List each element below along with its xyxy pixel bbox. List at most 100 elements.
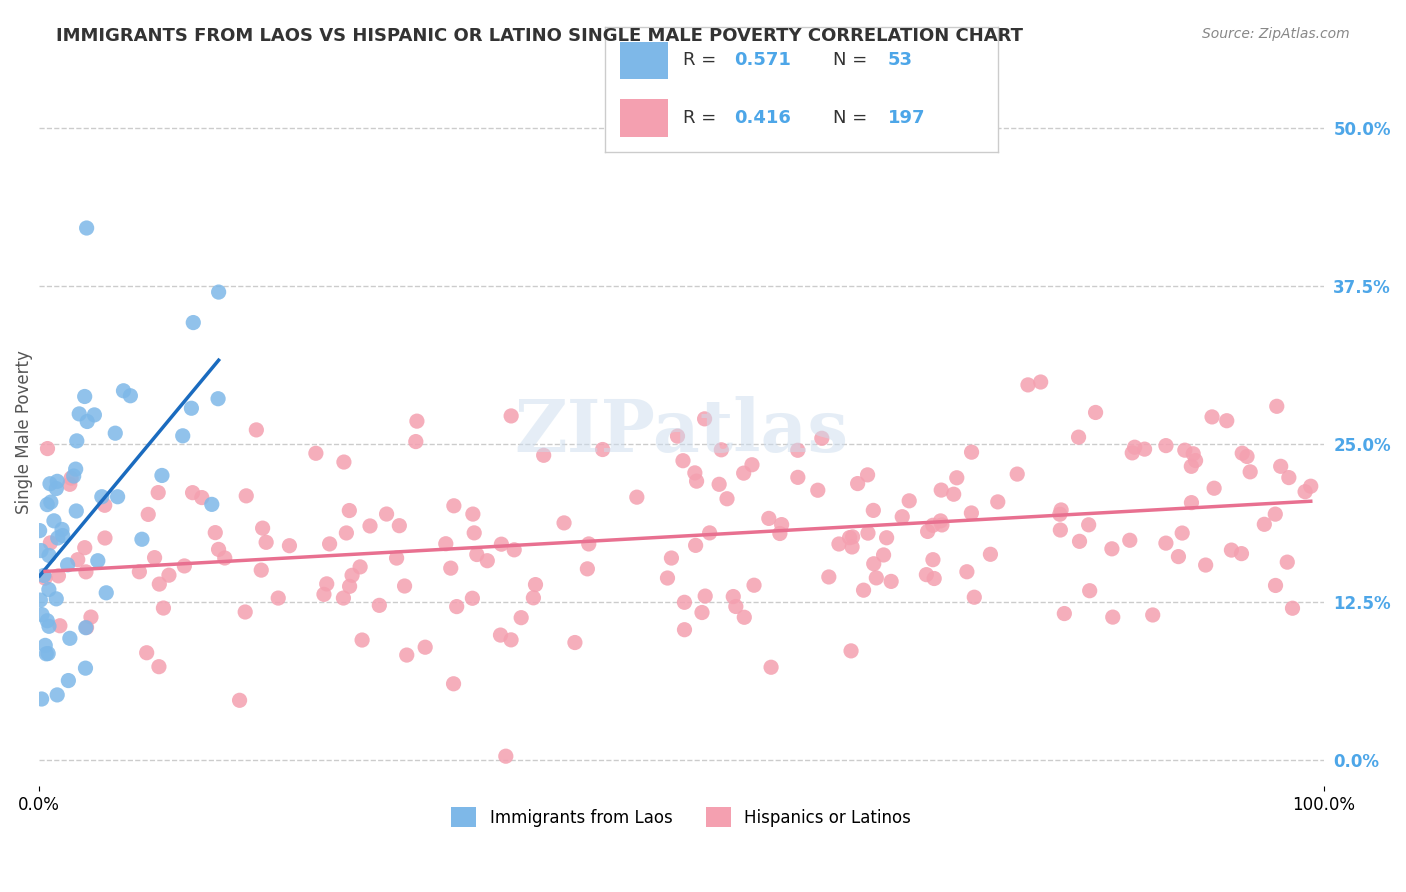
Hispanics or Latinos bbox=[135, 646, 157, 660]
Immigrants from Laos bbox=[38, 619, 60, 633]
Immigrants from Laos bbox=[207, 392, 229, 406]
Text: N =: N = bbox=[832, 109, 873, 127]
Immigrants from Laos bbox=[62, 469, 84, 483]
Hispanics or Latinos bbox=[685, 474, 707, 488]
Immigrants from Laos bbox=[46, 475, 69, 489]
Immigrants from Laos bbox=[112, 384, 135, 398]
Hispanics or Latinos bbox=[340, 568, 363, 582]
Immigrants from Laos bbox=[37, 498, 59, 512]
Hispanics or Latinos bbox=[152, 601, 174, 615]
Hispanics or Latinos bbox=[207, 542, 229, 557]
Hispanics or Latinos bbox=[946, 471, 969, 485]
Hispanics or Latinos bbox=[942, 487, 965, 501]
Hispanics or Latinos bbox=[375, 507, 398, 521]
Hispanics or Latinos bbox=[1270, 459, 1292, 474]
Hispanics or Latinos bbox=[862, 503, 884, 517]
Hispanics or Latinos bbox=[733, 466, 755, 480]
Hispanics or Latinos bbox=[1005, 467, 1028, 481]
Hispanics or Latinos bbox=[987, 495, 1010, 509]
Hispanics or Latinos bbox=[37, 442, 59, 456]
Hispanics or Latinos bbox=[929, 483, 952, 497]
Hispanics or Latinos bbox=[960, 445, 983, 459]
Immigrants from Laos bbox=[39, 476, 62, 491]
Hispanics or Latinos bbox=[769, 526, 792, 541]
Hispanics or Latinos bbox=[811, 431, 834, 445]
Immigrants from Laos bbox=[181, 316, 204, 330]
Hispanics or Latinos bbox=[876, 531, 898, 545]
Hispanics or Latinos bbox=[1154, 439, 1177, 453]
Hispanics or Latinos bbox=[852, 583, 875, 598]
Hispanics or Latinos bbox=[305, 446, 328, 460]
Hispanics or Latinos bbox=[1277, 555, 1299, 569]
Hispanics or Latinos bbox=[388, 518, 411, 533]
Hispanics or Latinos bbox=[495, 749, 517, 764]
Hispanics or Latinos bbox=[1180, 459, 1202, 474]
Hispanics or Latinos bbox=[491, 537, 513, 551]
Hispanics or Latinos bbox=[898, 493, 921, 508]
Hispanics or Latinos bbox=[770, 517, 793, 532]
Hispanics or Latinos bbox=[461, 507, 484, 521]
Immigrants from Laos bbox=[51, 523, 73, 537]
Hispanics or Latinos bbox=[786, 470, 808, 484]
Hispanics or Latinos bbox=[337, 503, 360, 517]
Hispanics or Latinos bbox=[1154, 536, 1177, 550]
Hispanics or Latinos bbox=[510, 610, 533, 624]
Hispanics or Latinos bbox=[318, 537, 340, 551]
Hispanics or Latinos bbox=[1236, 450, 1258, 464]
Hispanics or Latinos bbox=[34, 571, 56, 585]
Hispanics or Latinos bbox=[73, 541, 96, 555]
Hispanics or Latinos bbox=[1078, 583, 1101, 598]
Hispanics or Latinos bbox=[841, 530, 863, 544]
Text: 197: 197 bbox=[889, 109, 925, 127]
Hispanics or Latinos bbox=[1299, 479, 1322, 493]
Hispanics or Latinos bbox=[1017, 377, 1039, 392]
Hispanics or Latinos bbox=[1049, 523, 1071, 537]
Immigrants from Laos bbox=[30, 543, 52, 558]
Immigrants from Laos bbox=[28, 524, 51, 538]
Hispanics or Latinos bbox=[214, 551, 236, 566]
Hispanics or Latinos bbox=[741, 458, 763, 472]
Hispanics or Latinos bbox=[228, 693, 250, 707]
Legend: Immigrants from Laos, Hispanics or Latinos: Immigrants from Laos, Hispanics or Latin… bbox=[444, 800, 918, 834]
Hispanics or Latinos bbox=[758, 511, 780, 525]
Hispanics or Latinos bbox=[252, 521, 274, 535]
Hispanics or Latinos bbox=[1167, 549, 1189, 564]
Hispanics or Latinos bbox=[1123, 440, 1146, 454]
Hispanics or Latinos bbox=[181, 485, 204, 500]
Hispanics or Latinos bbox=[1281, 601, 1303, 615]
Hispanics or Latinos bbox=[979, 547, 1001, 561]
Hispanics or Latinos bbox=[1084, 405, 1107, 419]
Hispanics or Latinos bbox=[395, 648, 418, 662]
Hispanics or Latinos bbox=[880, 574, 903, 589]
Immigrants from Laos bbox=[46, 688, 69, 702]
Hispanics or Latinos bbox=[1264, 578, 1286, 592]
Hispanics or Latinos bbox=[710, 442, 733, 457]
Hispanics or Latinos bbox=[576, 562, 599, 576]
Hispanics or Latinos bbox=[191, 491, 214, 505]
Hispanics or Latinos bbox=[1182, 447, 1205, 461]
Hispanics or Latinos bbox=[922, 552, 945, 566]
Hispanics or Latinos bbox=[75, 565, 97, 579]
Hispanics or Latinos bbox=[693, 412, 716, 426]
Immigrants from Laos bbox=[66, 434, 89, 448]
Immigrants from Laos bbox=[37, 614, 59, 628]
Hispanics or Latinos bbox=[724, 599, 747, 614]
Hispanics or Latinos bbox=[333, 455, 356, 469]
Hispanics or Latinos bbox=[477, 554, 499, 568]
Hispanics or Latinos bbox=[917, 524, 939, 539]
Hispanics or Latinos bbox=[1067, 430, 1090, 444]
Hispanics or Latinos bbox=[733, 610, 755, 624]
Hispanics or Latinos bbox=[841, 540, 863, 554]
Immigrants from Laos bbox=[35, 647, 58, 661]
Immigrants from Laos bbox=[96, 586, 118, 600]
Hispanics or Latinos bbox=[254, 535, 277, 549]
Hispanics or Latinos bbox=[385, 551, 408, 566]
Hispanics or Latinos bbox=[1204, 481, 1226, 495]
Hispanics or Latinos bbox=[673, 623, 696, 637]
Immigrants from Laos bbox=[76, 415, 98, 429]
Hispanics or Latinos bbox=[1101, 610, 1123, 624]
Hispanics or Latinos bbox=[1220, 543, 1243, 558]
Hispanics or Latinos bbox=[49, 619, 72, 633]
Hispanics or Latinos bbox=[39, 536, 62, 550]
Hispanics or Latinos bbox=[1029, 375, 1052, 389]
